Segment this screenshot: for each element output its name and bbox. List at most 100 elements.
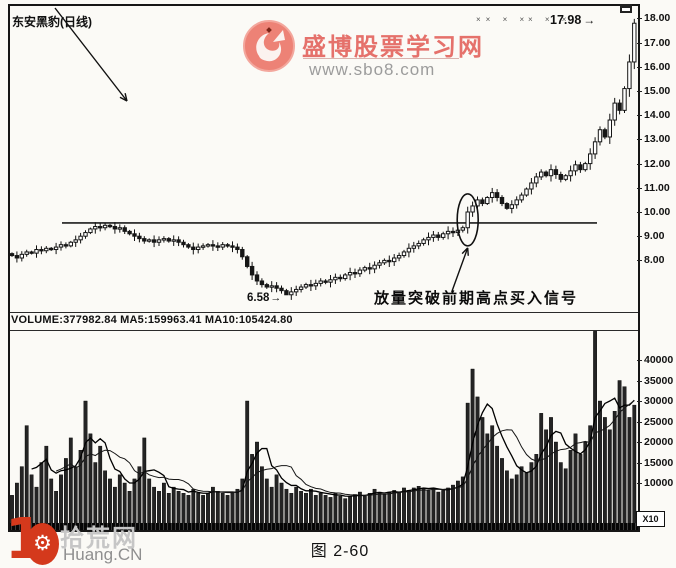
price-axis-label: 8.00 <box>644 254 665 267</box>
buy-signal-annotation: 放量突破前期高点买入信号 <box>374 290 579 307</box>
candle-body <box>563 175 568 180</box>
volume-bar <box>627 417 632 525</box>
candle-body <box>220 244 225 248</box>
candle-body <box>44 247 49 252</box>
volume-bar <box>539 413 544 525</box>
buy-signal-arrow-head <box>467 247 469 256</box>
volume-bar <box>64 458 68 525</box>
volume-bar <box>475 396 480 525</box>
volume-bar <box>259 466 264 525</box>
candle-body <box>191 246 196 251</box>
candle-body <box>504 203 510 209</box>
price-axis-label: 17.00 <box>644 36 671 49</box>
candle-body <box>338 276 343 280</box>
volume-bar <box>377 491 382 525</box>
candle-body <box>245 256 250 267</box>
scan-artifact-marks: × × × <box>528 15 572 24</box>
volume-bar <box>191 488 196 525</box>
volume-bar <box>299 490 303 525</box>
volume-bar <box>451 484 455 525</box>
volume-bar <box>78 449 83 525</box>
volume-bar <box>161 482 166 525</box>
candle-body <box>534 176 539 184</box>
candle-body <box>372 264 377 270</box>
candle-body <box>470 205 475 213</box>
volume-bar <box>407 490 411 525</box>
volume-bar <box>505 470 509 525</box>
candle-body <box>63 244 69 247</box>
volume-bar <box>387 491 392 525</box>
candle-body <box>274 285 279 289</box>
candle-body <box>112 226 118 230</box>
volume-bar <box>348 495 352 525</box>
candle-body <box>465 211 470 229</box>
volume-bar <box>274 474 279 525</box>
volume-bar <box>441 490 446 525</box>
candle-body <box>578 164 583 171</box>
axis-tick <box>637 139 642 141</box>
volume-bar <box>215 490 220 525</box>
volume-bar <box>426 490 431 525</box>
volume-bar <box>93 462 98 525</box>
candle-body <box>313 282 319 287</box>
volume-bar <box>480 417 485 525</box>
candle-body <box>382 259 387 264</box>
candle-body <box>147 239 152 242</box>
volume-bar <box>318 493 323 525</box>
candle-body <box>377 262 382 266</box>
candle-body <box>196 246 201 251</box>
volume-arrow-head <box>124 93 128 102</box>
volume-bar <box>294 486 299 525</box>
volume-ma10-line <box>55 400 635 496</box>
candle-body <box>480 199 485 205</box>
axis-tick <box>637 212 642 213</box>
candle-body <box>431 234 436 238</box>
volume-bar <box>103 470 108 525</box>
volume-bar <box>421 487 426 525</box>
candle-body <box>122 227 127 232</box>
candle-body <box>205 244 211 247</box>
candle-body <box>39 249 44 252</box>
volume-bar <box>225 495 230 525</box>
candle-body <box>269 285 274 288</box>
candle-body <box>441 233 446 238</box>
candle-body <box>34 249 39 254</box>
scan-artifact-marks: ×× × × <box>476 15 530 24</box>
marked-low-label: 6.58→ <box>247 292 282 304</box>
axis-tick <box>637 421 642 423</box>
volume-multiplier-badge: X10 <box>636 511 665 527</box>
axis-tick <box>637 401 642 402</box>
buy-signal-arrow <box>451 247 469 293</box>
candle-body <box>102 224 108 229</box>
volume-bar <box>235 488 240 525</box>
volume-bar <box>83 400 88 525</box>
candle-body <box>9 253 15 257</box>
candle-body <box>411 245 417 249</box>
candle-body <box>171 239 176 242</box>
candle-body <box>93 226 98 230</box>
volume-bar <box>245 400 250 525</box>
candle-body <box>24 251 29 255</box>
candle-body <box>421 239 426 244</box>
volume-bar <box>309 488 313 525</box>
volume-bar <box>147 478 152 525</box>
candle-body <box>279 287 284 292</box>
volume-bar <box>593 331 598 525</box>
volume-bar <box>549 417 553 525</box>
candle-body <box>318 280 323 284</box>
volume-bar <box>88 433 93 525</box>
volume-bar <box>54 490 59 525</box>
candle-body <box>445 230 451 235</box>
candle-body <box>181 241 186 246</box>
candle-body <box>583 163 588 171</box>
candle-body <box>88 228 93 234</box>
volume-bar <box>583 441 588 525</box>
price-axis-label: 11.00 <box>644 181 670 194</box>
candle-body <box>127 230 132 235</box>
candle-body <box>53 246 59 251</box>
chart-title: 东安黑豹(日线) <box>12 15 92 29</box>
candle-body <box>387 259 392 263</box>
volume-bar <box>220 493 225 525</box>
chart-bottom-border <box>8 523 640 532</box>
candle-body <box>573 164 578 172</box>
